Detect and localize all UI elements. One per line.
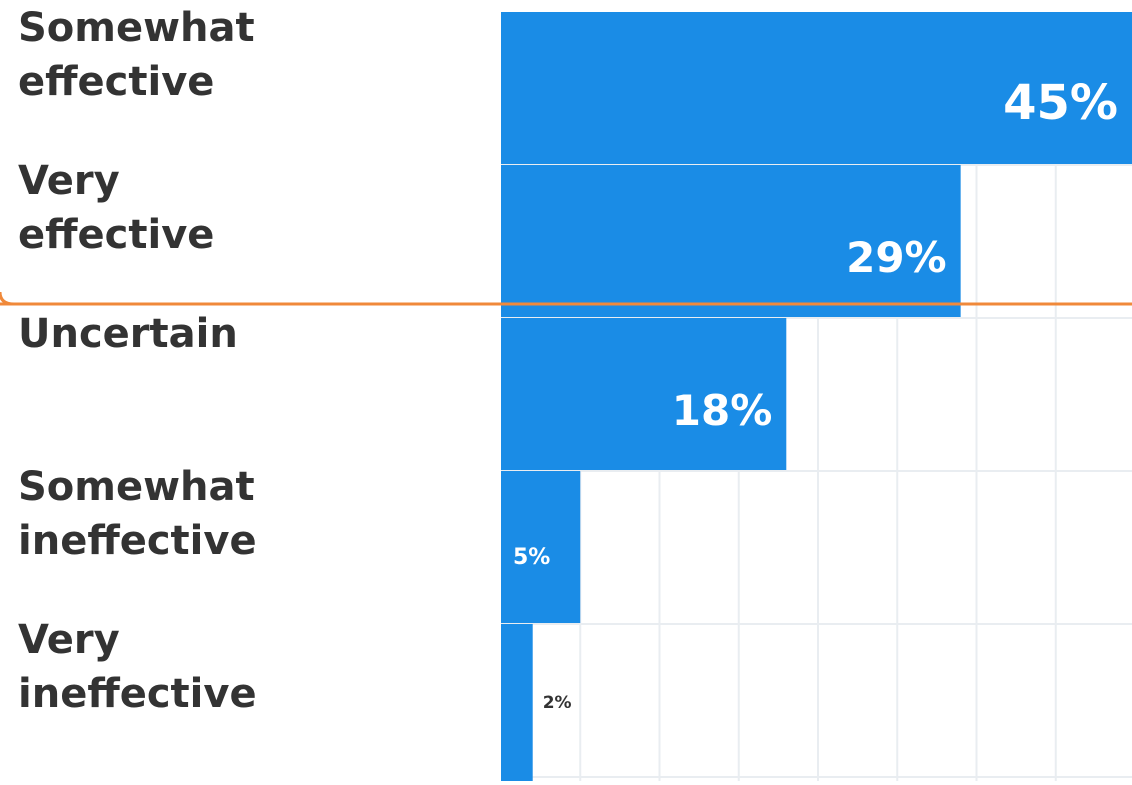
value-label: 45% (1003, 75, 1118, 131)
category-label-line: effective (18, 59, 214, 105)
category-label: Uncertain (18, 311, 238, 357)
category-label-line: Very (18, 617, 120, 663)
category-label: Very ineffective (18, 617, 257, 717)
category-label-line: Uncertain (18, 311, 238, 357)
bar (501, 12, 1132, 164)
value-labels: 45% 29% 18% 5% 2% (513, 75, 1118, 713)
category-label-line: ineffective (18, 671, 257, 717)
category-label: Somewhat ineffective (18, 464, 257, 564)
value-label: 5% (513, 545, 550, 570)
bar (501, 471, 581, 623)
category-label: Very effective (18, 158, 214, 258)
category-label-line: effective (18, 212, 214, 258)
value-label: 18% (672, 386, 773, 435)
bars (501, 12, 1132, 785)
category-label-line: Somewhat (18, 5, 255, 51)
value-label: 29% (846, 233, 947, 282)
highlight-corner (0, 291, 15, 306)
category-label-line: Very (18, 158, 120, 204)
category-labels: Somewhat effective Very effective Uncertain S… (18, 5, 257, 717)
highlight (0, 291, 1132, 306)
value-label: 2% (543, 693, 572, 713)
category-label: Somewhat effective (18, 5, 255, 105)
category-label-line: Somewhat (18, 464, 255, 510)
category-label-line: ineffective (18, 518, 257, 564)
bar (501, 165, 961, 317)
bar (501, 624, 533, 785)
bar (501, 318, 787, 470)
